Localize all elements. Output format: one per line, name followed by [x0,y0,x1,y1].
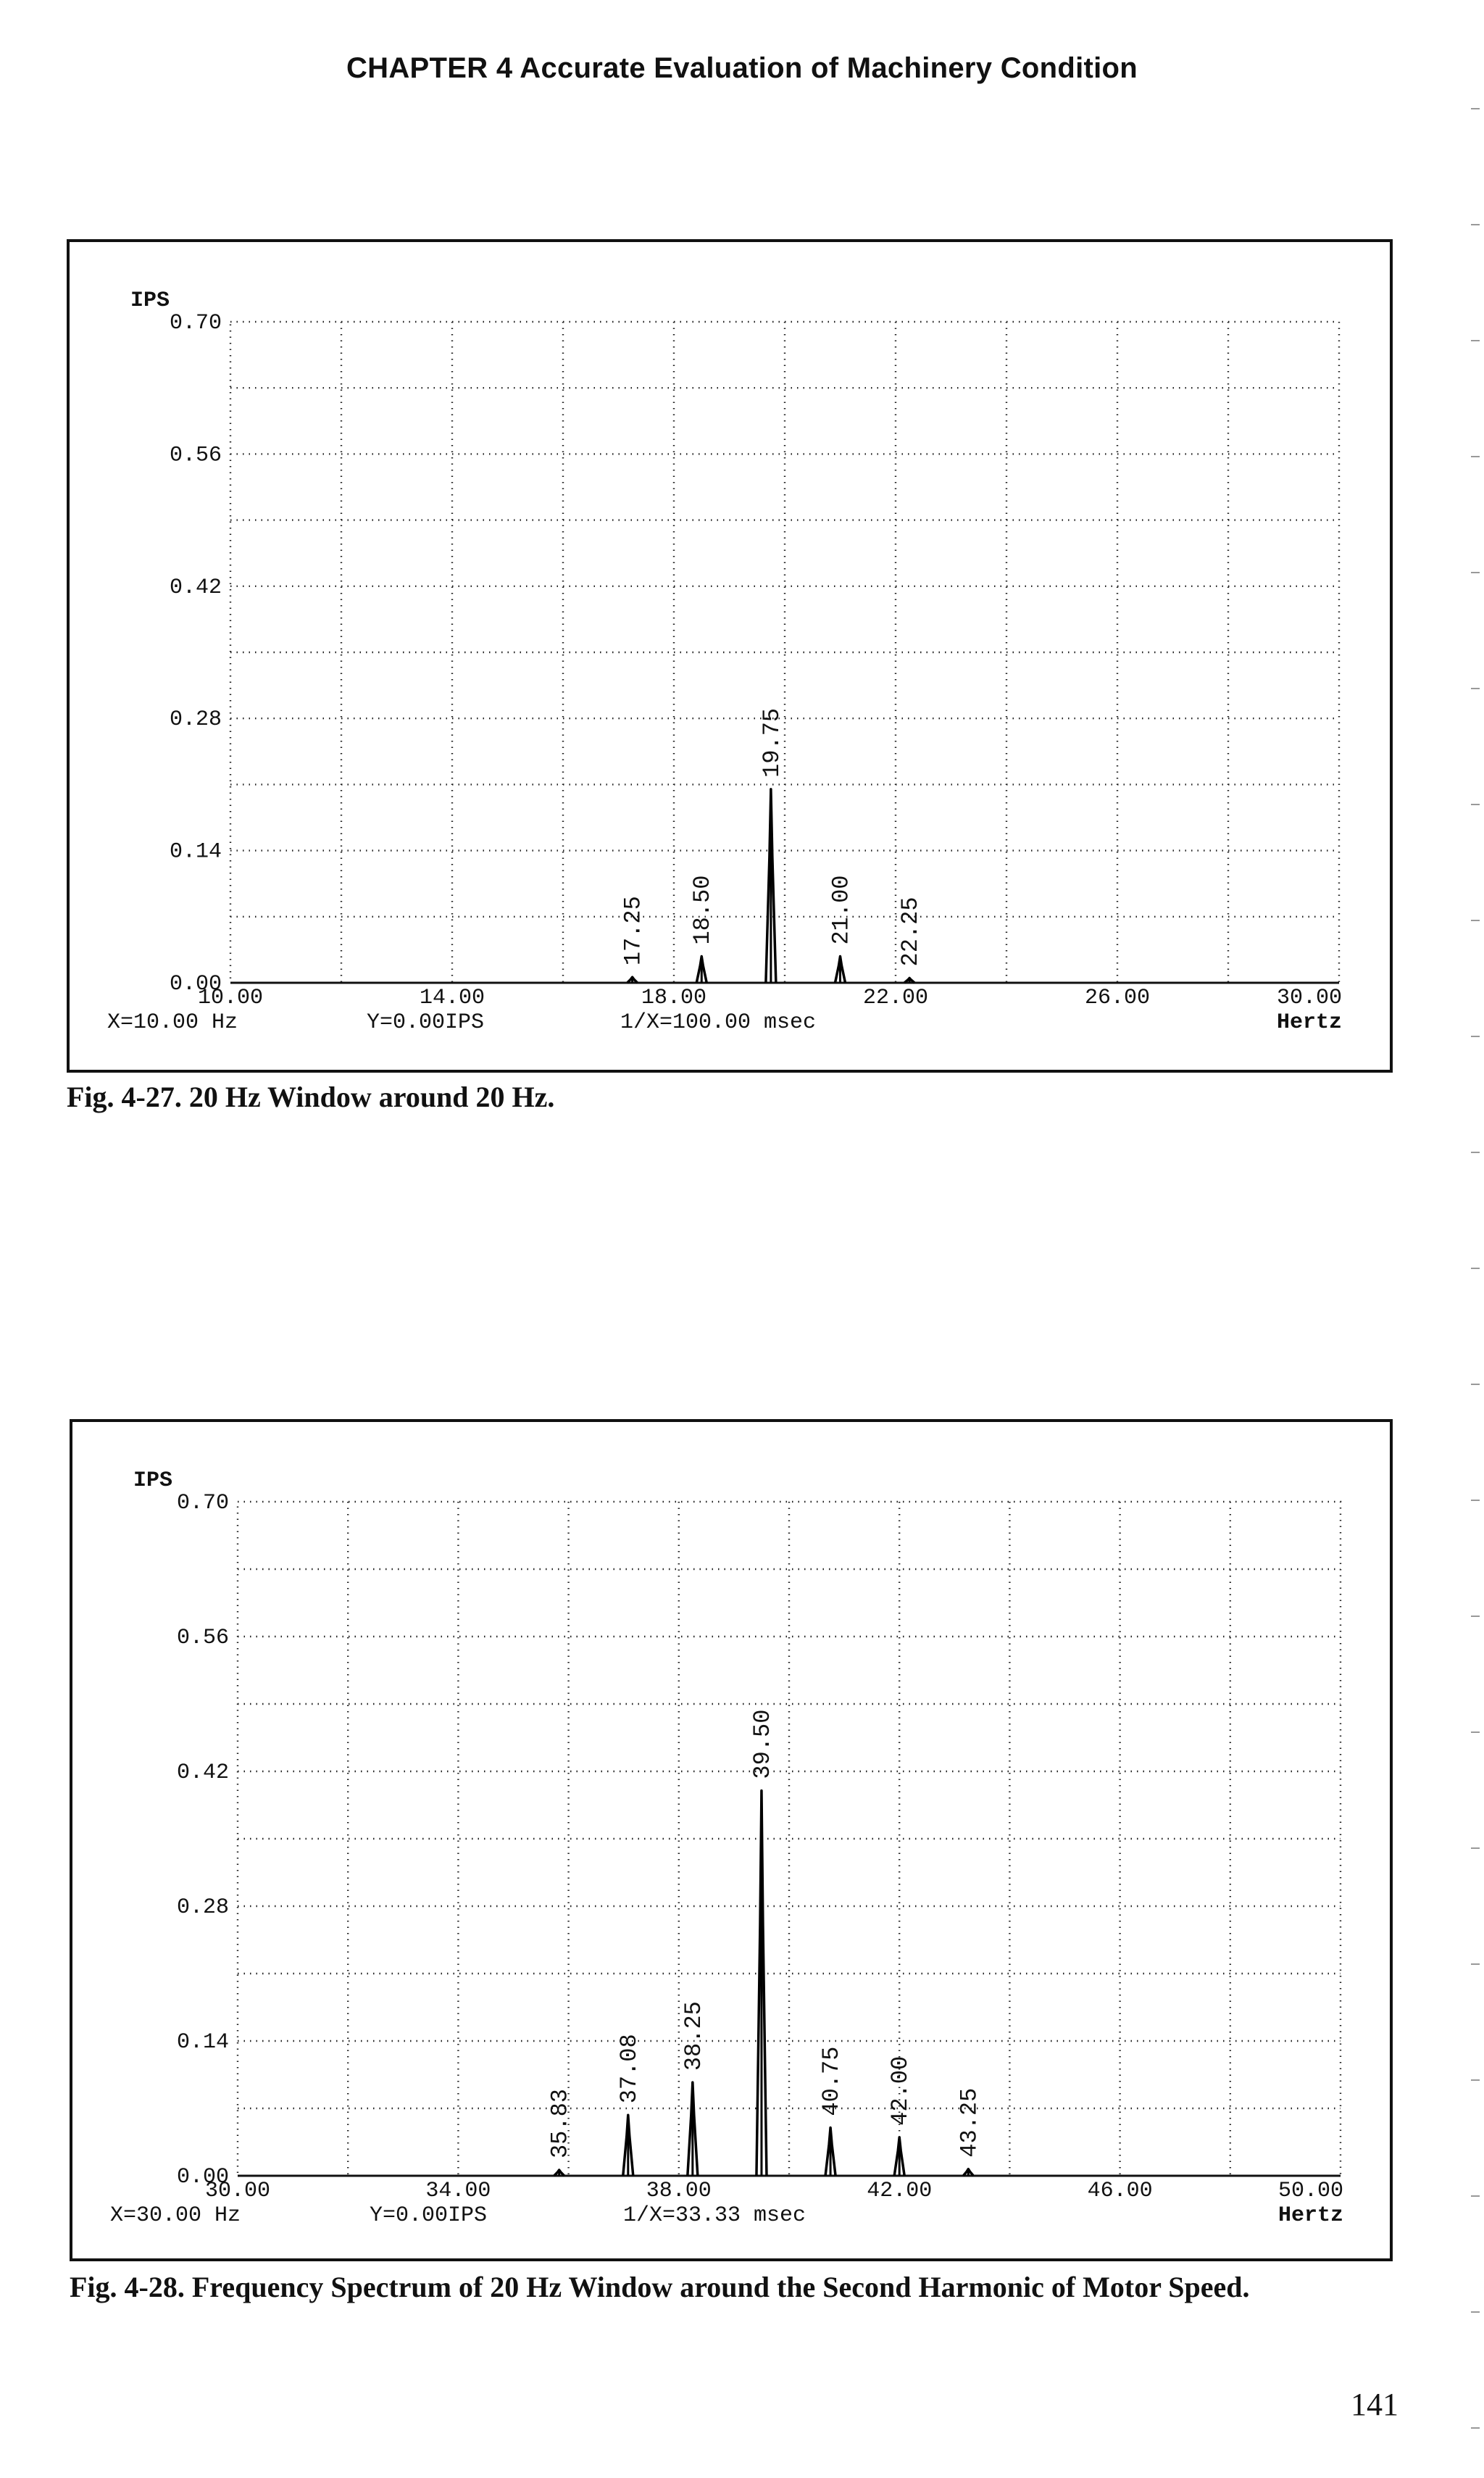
figure-caption-1: Fig. 4-27. 20 Hz Window around 20 Hz. [67,1081,555,1113]
chart-2-y-tick-label: 0.70 [177,1491,229,1516]
chart-1-peak-label: 19.75 [759,708,785,778]
chart-1-status-period: 1/X=100.00 msec [620,1010,816,1035]
chart-2-x-tick-label: 34.00 [425,2179,491,2203]
chart-1-y-tick-label: 0.14 [170,840,222,865]
chart-2-peak-label: 43.25 [956,2088,983,2158]
chart-1-spectral-peak [626,976,638,984]
chart-1-peak-label: 18.50 [689,876,716,945]
chart-2-x-tick-label: 50.00 [1278,2179,1343,2203]
page-header: CHAPTER 4 Accurate Evaluation of Machine… [346,52,1138,84]
chart-2-peak-label: 42.00 [887,2056,914,2126]
chart-1-spectral-peak [764,788,778,984]
chart-1-x-tick-label: 22.00 [863,986,928,1010]
chart-2-status-period: 1/X=33.33 msec [623,2203,806,2228]
chart-2-peak-label: 37.08 [616,2034,643,2103]
chart-1-x-tick-label: 18.00 [641,986,706,1010]
spectrum-chart-1: IPS 0.70 0.56 0.42 0.28 0.14 0.00 10.00 14.00 18.… [67,239,1393,1073]
chart-1-status-x: X=10.00 Hz [107,1010,238,1035]
chart-2-peak-label: 39.50 [749,1710,776,1779]
chart-2-y-tick-label: 0.42 [177,1760,229,1785]
chart-2-spectral-peak [893,2136,906,2176]
chart-2-x-tick-label: 42.00 [867,2179,932,2203]
figure-caption-2: Fig. 4-28. Frequency Spectrum of 20 Hz W… [70,2271,1250,2303]
chart-1-y-tick-label: 0.42 [170,575,222,600]
chart-1-peak-label: 22.25 [897,897,924,966]
chart-1-x-axis-label: Hertz [1277,1010,1342,1035]
chart-2-status-y: Y=0.00IPS [370,2203,487,2228]
chart-2-status-x: X=30.00 Hz [110,2203,241,2228]
chart-2-peak-label: 40.75 [818,2047,845,2116]
chart-2-x-tick-label: 30.00 [205,2179,270,2203]
chart-2-y-tick-label: 0.56 [177,1626,229,1650]
chart-1-y-axis-label: IPS [130,288,170,313]
chart-2-peak-label: 35.83 [547,2089,574,2158]
chart-1-status-y: Y=0.00IPS [367,1010,484,1035]
chart-1-x-tick-label: 14.00 [420,986,485,1010]
spectrum-chart-2: IPS 0.70 0.56 0.42 0.28 0.14 0.00 30.00 34.00 38.… [70,1419,1393,2261]
page-number: 141 [1351,2387,1398,2422]
chart-2-y-axis-label: IPS [133,1468,172,1493]
chart-1-y-tick-label: 0.56 [170,443,222,467]
chart-2-y-tick-label: 0.14 [177,2030,229,2055]
chart-1-x-tick-label: 30.00 [1277,986,1342,1010]
chart-2-y-tick-label: 0.28 [177,1895,229,1920]
chart-2-spectral-peak [824,2126,837,2176]
chart-1-x-tick-label: 10.00 [198,986,263,1010]
chart-1-peak-label: 17.25 [620,896,647,965]
chart-2-spectral-peak [755,1789,768,2176]
chart-2-x-tick-label: 46.00 [1088,2179,1153,2203]
chart-2-y-tick-label: 0.00 [177,2165,229,2190]
chart-2-x-axis-label: Hertz [1278,2203,1343,2228]
chart-2-peak-label: 38.25 [680,2001,707,2071]
chart-1-y-tick-label: 0.00 [170,972,222,997]
chart-1-y-tick-label: 0.28 [170,707,222,732]
chart-2-x-tick-label: 38.00 [646,2179,712,2203]
chart-1-y-tick-label: 0.70 [170,311,222,336]
chart-1-peak-label: 21.00 [828,876,855,945]
chart-1-plot-frame [229,320,1341,984]
chart-1-x-tick-label: 26.00 [1085,986,1150,1010]
